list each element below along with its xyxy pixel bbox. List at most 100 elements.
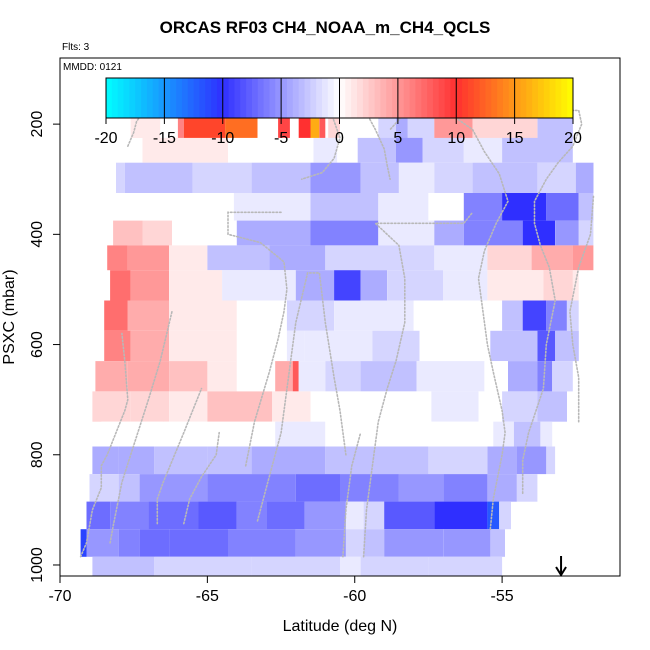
colorbar-swatch-60 xyxy=(456,78,463,118)
colorbar-swatch-24 xyxy=(246,78,253,118)
x-tick-label-2: -60 xyxy=(343,588,366,605)
heatmap-cell-12-6 xyxy=(369,446,429,475)
heatmap-cell-12-1 xyxy=(118,446,155,475)
x-tick-label-1: -65 xyxy=(196,588,219,605)
heatmap-cell-4-2 xyxy=(172,220,237,246)
heatmap-cell-13-9 xyxy=(516,474,538,502)
heatmap-cell-12-3 xyxy=(207,446,252,475)
heatmap-cell-8-1 xyxy=(130,330,169,362)
heatmap-cell-9-7 xyxy=(298,361,326,392)
heatmap-cell-5-2 xyxy=(169,245,208,271)
heatmap-cell-15-2 xyxy=(118,529,140,557)
colorbar-swatch-68 xyxy=(502,78,510,118)
colorbar-tick-label-6: 10 xyxy=(447,130,465,147)
heatmap-cell-2-5 xyxy=(360,162,399,193)
heatmap-cell-2-6 xyxy=(398,162,435,193)
heatmap-cell-8-6 xyxy=(372,330,420,362)
heatmap-cell-15-0 xyxy=(80,529,87,557)
flight-track-segment-1 xyxy=(109,310,173,544)
heatmap-cell-0-10 xyxy=(396,110,408,138)
heatmap-cell-10-5 xyxy=(310,391,385,422)
heatmap-cell-7-3 xyxy=(236,300,287,331)
heatmap-cell-7-7 xyxy=(502,300,523,331)
heatmap-cell-14-7 xyxy=(345,501,364,530)
colorbar-swatch-76 xyxy=(549,78,556,118)
heatmap-cell-1-3 xyxy=(357,137,396,163)
heatmap-cell-3-5 xyxy=(502,193,547,221)
colorbar-swatch-25 xyxy=(251,78,259,118)
colorbar-swatch-38 xyxy=(327,78,335,118)
heatmap-cell-6-2 xyxy=(169,270,223,301)
heatmap-cell-7-2 xyxy=(169,300,237,331)
colorbar-swatch-41 xyxy=(345,78,352,118)
heatmap-cell-3-0 xyxy=(233,193,311,221)
heatmap-cell-9-5 xyxy=(275,361,293,392)
heatmap-cell-14-8 xyxy=(363,501,385,530)
heatmap-cell-9-10 xyxy=(416,361,485,392)
y-tick-label-0: 200 xyxy=(29,111,46,138)
chart-title: ORCAS RF03 CH4_NOAA_m_CH4_QCLS xyxy=(159,18,491,37)
colorbar-swatch-56 xyxy=(432,78,440,118)
y-tick-label-1: 400 xyxy=(29,221,46,248)
heatmap-cells xyxy=(80,110,594,576)
heatmap-cell-11-8 xyxy=(493,421,514,447)
colorbar-swatch-47 xyxy=(380,78,387,118)
heatmap-cell-4-4 xyxy=(310,220,379,246)
heatmap-cell-7-10 xyxy=(566,300,579,331)
heatmap-cell-6-10 xyxy=(543,270,573,301)
heatmap-cell-7-6 xyxy=(413,300,503,331)
heatmap-cell-8-7 xyxy=(419,330,491,362)
colorbar-swatch-3 xyxy=(123,78,130,118)
y-tick-label-4: 1000 xyxy=(29,547,46,583)
heatmap-cell-4-6 xyxy=(434,220,464,246)
heatmap-cell-15-5 xyxy=(228,529,296,557)
colorbar-swatch-64 xyxy=(479,78,486,118)
flight-track-segment-5 xyxy=(256,272,347,522)
heatmap-cell-5-10 xyxy=(572,245,594,271)
heatmap-cell-10-8 xyxy=(478,391,503,422)
colorbar-swatch-10 xyxy=(164,78,171,118)
heatmap-cell-13-8 xyxy=(487,474,517,502)
heatmap-cell-14-1 xyxy=(110,501,149,530)
heatmap-cell-5-9 xyxy=(531,245,573,271)
heatmap-cell-3-1 xyxy=(310,193,379,221)
colorbar-swatch-50 xyxy=(397,78,405,118)
heatmap-cell-2-4 xyxy=(310,162,361,193)
colorbar-swatch-69 xyxy=(508,78,516,118)
heatmap-cell-11-1 xyxy=(136,421,164,447)
colorbar-swatch-2 xyxy=(117,78,124,118)
heatmap-cell-1-1 xyxy=(228,137,314,163)
heatmap-cell-8-8 xyxy=(490,330,538,362)
heatmap-cell-11-3 xyxy=(213,421,276,447)
colorbar-swatch-48 xyxy=(386,78,393,118)
heatmap-cell-6-8 xyxy=(443,270,488,301)
heatmap-cell-16-5 xyxy=(428,556,503,576)
colorbar-swatch-1 xyxy=(111,78,119,118)
colorbar-swatch-26 xyxy=(257,78,265,118)
heatmap-cell-8-5 xyxy=(304,330,373,362)
colorbar-swatch-20 xyxy=(222,78,229,118)
colorbar-swatch-39 xyxy=(333,78,340,118)
heatmap-cell-1-5 xyxy=(422,137,464,163)
heatmap-cell-5-6 xyxy=(366,245,435,271)
heatmap-cell-9-2 xyxy=(169,361,208,392)
heatmap-cell-15-4 xyxy=(169,529,228,557)
heatmap-cell-2-10 xyxy=(575,162,594,193)
colorbar-tick-label-4: 0 xyxy=(335,130,344,147)
heatmap-cell-9-3 xyxy=(207,361,237,392)
colorbar-swatch-63 xyxy=(473,78,480,118)
colorbar-swatch-45 xyxy=(368,78,375,118)
heatmap-cell-15-7 xyxy=(345,529,364,557)
colorbar-swatch-72 xyxy=(526,78,533,118)
heatmap-cell-3-2 xyxy=(378,193,429,221)
x-axis: -70 -65 -60 -55 xyxy=(48,575,514,605)
heatmap-cell-0-8 xyxy=(328,110,340,138)
colorbar-tick-label-2: -10 xyxy=(211,130,234,147)
heatmap-cell-5-8 xyxy=(487,245,532,271)
heatmap-cell-9-14 xyxy=(552,361,573,392)
y-tick-label-3: 800 xyxy=(29,441,46,468)
heatmap-cell-12-10 xyxy=(546,446,556,475)
colorbar-swatch-4 xyxy=(129,78,136,118)
heatmap-cell-14-9 xyxy=(384,501,435,530)
